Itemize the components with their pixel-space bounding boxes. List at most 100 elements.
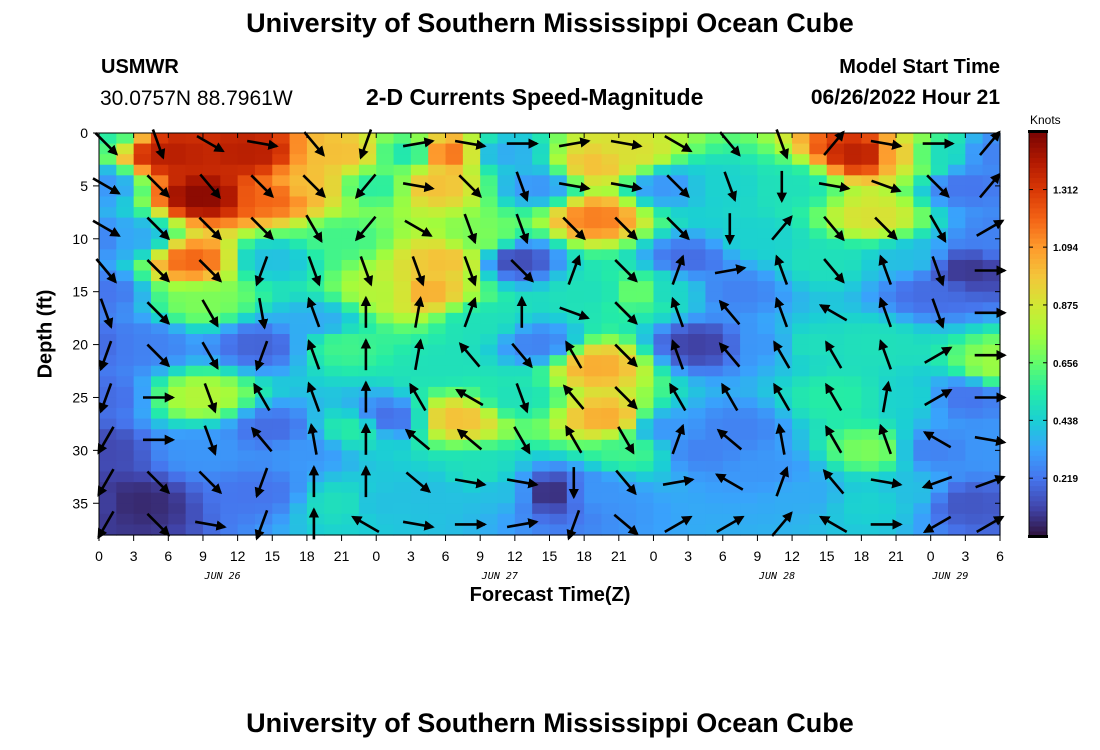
heatmap-cell <box>948 492 966 504</box>
heatmap-cell <box>116 386 135 399</box>
heatmap-cell <box>116 450 135 462</box>
current-vector-arrow <box>931 298 945 329</box>
heatmap-cell <box>618 302 637 314</box>
heatmap-cell <box>324 524 343 536</box>
heatmap-cell <box>341 249 360 261</box>
heatmap-cell <box>740 323 759 335</box>
heatmap-cell <box>584 323 603 335</box>
heatmap-cell <box>497 482 516 494</box>
colorbar-segment <box>1029 435 1047 441</box>
heatmap-cell <box>566 386 585 399</box>
x-tick-label: 9 <box>476 548 484 564</box>
heatmap-cell <box>670 460 689 473</box>
heatmap-cell <box>116 185 135 198</box>
heatmap-cell <box>150 291 169 303</box>
heatmap-cell <box>532 185 551 198</box>
heatmap-cell <box>150 397 169 409</box>
heatmap-cell <box>982 143 1001 155</box>
heatmap-cell <box>341 323 360 335</box>
heatmap-cell <box>272 513 291 526</box>
current-vectors <box>92 129 1007 541</box>
heatmap-cell <box>358 492 377 504</box>
heatmap-cell <box>254 503 273 515</box>
heatmap-cell <box>410 228 429 240</box>
current-vector-arrow <box>614 258 638 283</box>
heatmap-cell <box>393 281 412 293</box>
heatmap-cell <box>757 185 776 198</box>
heatmap-cell <box>480 524 499 536</box>
heatmap-cell <box>462 154 481 166</box>
current-vector-arrow <box>558 137 591 148</box>
colorbar-segment <box>1029 510 1047 517</box>
current-vector-arrow <box>463 255 478 287</box>
heatmap-cell <box>601 185 620 198</box>
heatmap-cell <box>618 513 637 526</box>
heatmap-cell <box>168 154 187 166</box>
heatmap-cell <box>826 334 845 346</box>
heatmap-cell <box>670 196 689 208</box>
heatmap-cell <box>410 513 429 526</box>
heatmap-cell <box>965 164 984 176</box>
heatmap-cell <box>133 334 152 346</box>
heatmap-cell <box>358 323 377 335</box>
heatmap-cell <box>341 154 360 166</box>
heatmap-cell <box>740 408 759 420</box>
heatmap-cell <box>116 302 135 314</box>
heatmap-cell <box>844 492 862 504</box>
heatmap-cell <box>757 154 776 166</box>
heatmap-cell <box>306 524 325 536</box>
heatmap-cell <box>514 164 533 176</box>
heatmap-cell <box>376 143 395 155</box>
heatmap-cell <box>653 471 672 483</box>
heatmap-cell <box>237 312 256 325</box>
heatmap-cell <box>601 450 620 462</box>
heatmap-cell <box>930 164 949 176</box>
heatmap-cell <box>306 408 325 420</box>
heatmap-cell <box>514 418 533 430</box>
heatmap-cell <box>532 503 551 515</box>
heatmap-cell <box>653 344 672 356</box>
heatmap-cell <box>306 513 325 526</box>
heatmap-cell <box>289 365 308 377</box>
heatmap-cell <box>584 196 603 208</box>
heatmap-cell <box>809 386 828 399</box>
colorbar-segment <box>1029 384 1047 391</box>
current-vector-arrow <box>151 129 166 160</box>
heatmap-cell <box>982 513 1001 526</box>
heatmap-cell <box>653 429 672 441</box>
heatmap-cell <box>410 154 429 166</box>
heatmap-cell <box>393 503 412 515</box>
heatmap-cell <box>549 492 568 504</box>
heatmap-cell <box>358 439 377 451</box>
heatmap-cell <box>809 302 828 314</box>
heatmap-cell <box>740 196 759 208</box>
current-vector-arrow <box>351 515 380 534</box>
heatmap-cell <box>480 334 499 346</box>
heatmap-cell <box>688 471 707 483</box>
x-tick-label: 15 <box>819 548 835 564</box>
colorbar-segment <box>1029 197 1047 204</box>
current-vector-arrow <box>714 264 747 275</box>
heatmap-cell <box>358 429 377 441</box>
heatmap-cell <box>428 249 447 261</box>
current-vector-arrow <box>506 478 539 489</box>
heatmap-cell <box>549 154 568 166</box>
heatmap-cell <box>341 450 360 462</box>
heatmap-cell <box>202 334 221 346</box>
heatmap-cell <box>497 344 516 356</box>
heatmap-cell <box>324 397 343 409</box>
heatmap-cell <box>670 143 689 155</box>
heatmap-cell <box>566 196 585 208</box>
heatmap-cell <box>566 281 585 293</box>
colorbar-segment <box>1029 480 1047 487</box>
heatmap-cell <box>376 365 395 377</box>
colorbar-segment <box>1029 268 1047 274</box>
current-vector-arrow <box>513 426 531 455</box>
heatmap-cell <box>601 175 620 187</box>
heatmap-cell <box>133 196 152 208</box>
heatmap-cell <box>757 418 776 430</box>
current-vector-arrow <box>92 177 121 195</box>
heatmap-cell <box>740 471 759 483</box>
heatmap-cell <box>740 397 759 409</box>
heatmap-cell <box>497 397 516 409</box>
